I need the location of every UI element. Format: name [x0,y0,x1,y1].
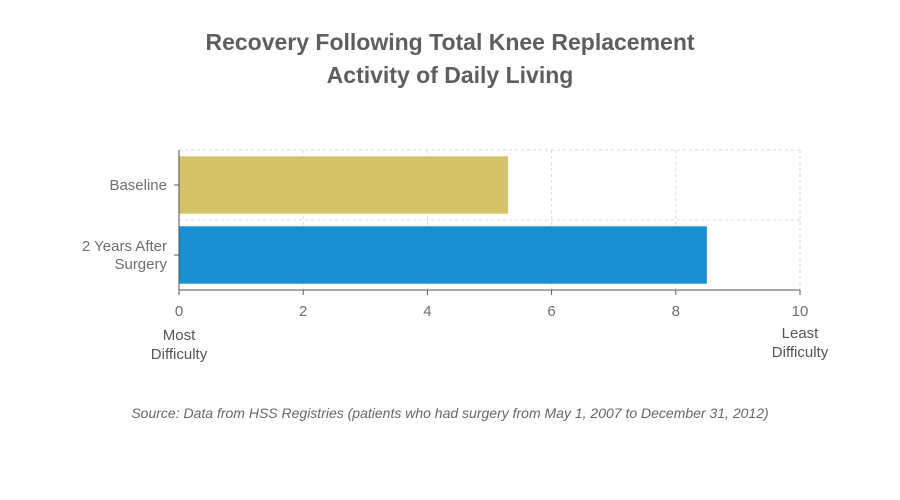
x-tick-label: 4 [423,303,431,320]
bars [179,156,707,284]
x-min-label: Most [163,327,196,344]
x-max-label: Difficulty [772,344,829,361]
x-max-label: Least [782,325,820,342]
x-min-label: Difficulty [151,346,208,363]
x-tick-label: 2 [299,303,307,320]
chart-title-line-1: Recovery Following Total Knee Replacemen… [205,29,695,55]
x-tick-label: 8 [672,303,680,320]
x-tick-label: 6 [547,303,555,320]
category-label: Baseline [109,177,167,194]
x-tick-label: 0 [175,303,183,320]
chart-title-line-2: Activity of Daily Living [326,62,574,88]
bar-0 [179,156,509,214]
axes [174,150,801,295]
bar-1 [179,226,707,284]
source-note: Source: Data from HSS Registries (patien… [131,405,769,421]
x-tick-label: 10 [792,303,809,320]
category-label: Surgery [114,256,167,273]
category-label: 2 Years After [82,238,167,255]
